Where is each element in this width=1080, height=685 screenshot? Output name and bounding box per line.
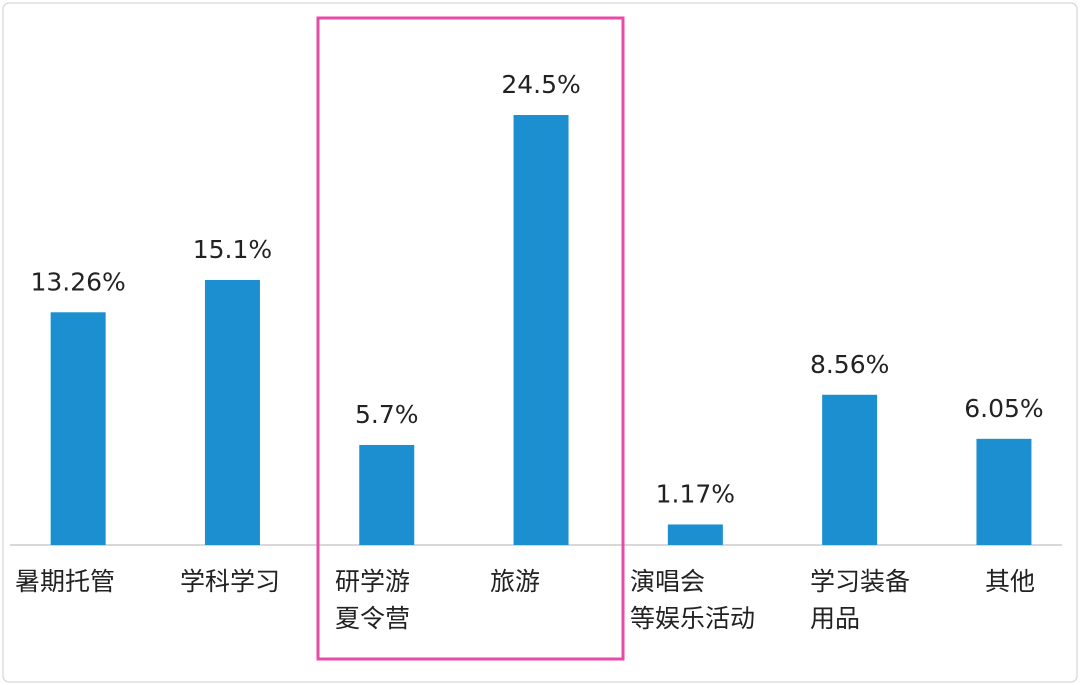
bar xyxy=(822,394,878,545)
value-label: 5.7% xyxy=(355,400,419,429)
value-label: 1.17% xyxy=(656,479,735,508)
bar xyxy=(204,279,260,545)
value-label: 13.26% xyxy=(30,267,125,296)
value-label: 6.05% xyxy=(964,394,1043,423)
category-label: 暑期托管 xyxy=(15,567,116,596)
bar xyxy=(359,444,415,545)
category-label: 演唱会 等娱乐活动 xyxy=(630,567,756,633)
bar xyxy=(50,312,106,545)
value-label: 24.5% xyxy=(501,70,580,99)
bar xyxy=(513,115,569,546)
bar xyxy=(667,524,723,545)
category-label: 学习装备 用品 xyxy=(810,567,911,633)
value-label: 15.1% xyxy=(193,235,272,264)
category-label: 旅游 xyxy=(490,567,541,596)
category-label: 学科学习 xyxy=(180,567,281,596)
bar xyxy=(976,438,1032,545)
value-label: 8.56% xyxy=(810,350,889,379)
category-label: 研学游 夏令营 xyxy=(335,567,411,633)
highlight-box xyxy=(316,16,625,661)
category-label: 其他 xyxy=(985,567,1036,596)
